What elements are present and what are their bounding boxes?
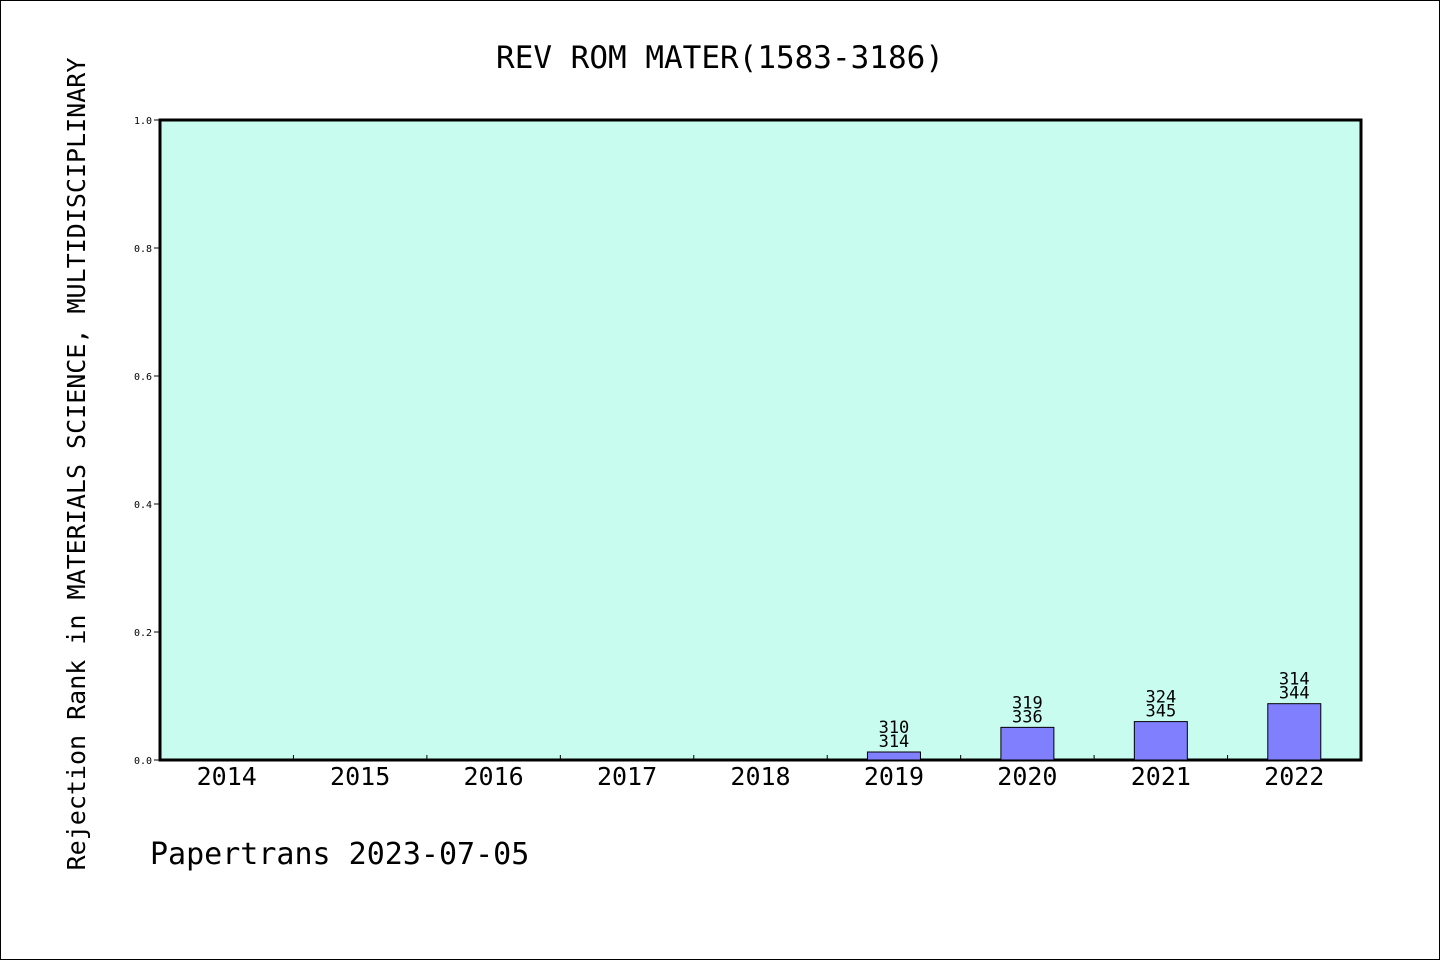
bar-label-rank: 310	[879, 718, 910, 738]
y-tick-label: 0.6	[134, 372, 152, 383]
bar	[1133, 721, 1188, 761]
y-axis: 0.0 0.2 0.4 0.6 0.8 1.0	[134, 116, 160, 767]
x-tick-label: 2022	[1264, 762, 1324, 791]
bars	[866, 703, 1322, 761]
x-tick-label: 2016	[464, 762, 524, 791]
bar-label-total: 314	[879, 732, 910, 752]
x-tick-label: 2019	[864, 762, 924, 791]
x-tick-label: 2015	[330, 762, 390, 791]
x-tick-label: 2021	[1131, 762, 1191, 791]
bar	[1000, 726, 1055, 761]
bar	[1267, 703, 1322, 761]
bar	[866, 751, 921, 761]
x-tick-label: 2017	[597, 762, 657, 791]
bar-label-total: 336	[1012, 707, 1043, 727]
x-tick-label: 2018	[730, 762, 790, 791]
y-tick-label: 0.8	[134, 244, 152, 255]
y-tick-label: 0.4	[134, 500, 152, 511]
footer-text: Papertrans 2023-07-05	[150, 837, 529, 872]
bar-label-rank: 314	[1279, 670, 1310, 690]
x-tick-label: 2020	[997, 762, 1057, 791]
y-tick-label: 1.0	[134, 116, 152, 127]
x-tick-label: 2014	[197, 762, 257, 791]
x-axis: 2014 2015 2016 2017 2018 2019 2020 2021 2022	[197, 755, 1324, 791]
plot-area	[158, 118, 1363, 762]
y-tick-label: 0.2	[134, 628, 152, 639]
bar-label-rank: 319	[1012, 693, 1043, 713]
bar-label-rank: 324	[1145, 688, 1176, 708]
chart-title: REV ROM MATER(1583-3186)	[496, 40, 944, 76]
y-tick-label: 0.0	[134, 756, 152, 767]
bar-label-total: 345	[1145, 702, 1176, 722]
y-axis-label: Rejection Rank in MATERIALS SCIENCE, MUL…	[62, 58, 91, 871]
bar-label-total: 344	[1279, 684, 1310, 704]
